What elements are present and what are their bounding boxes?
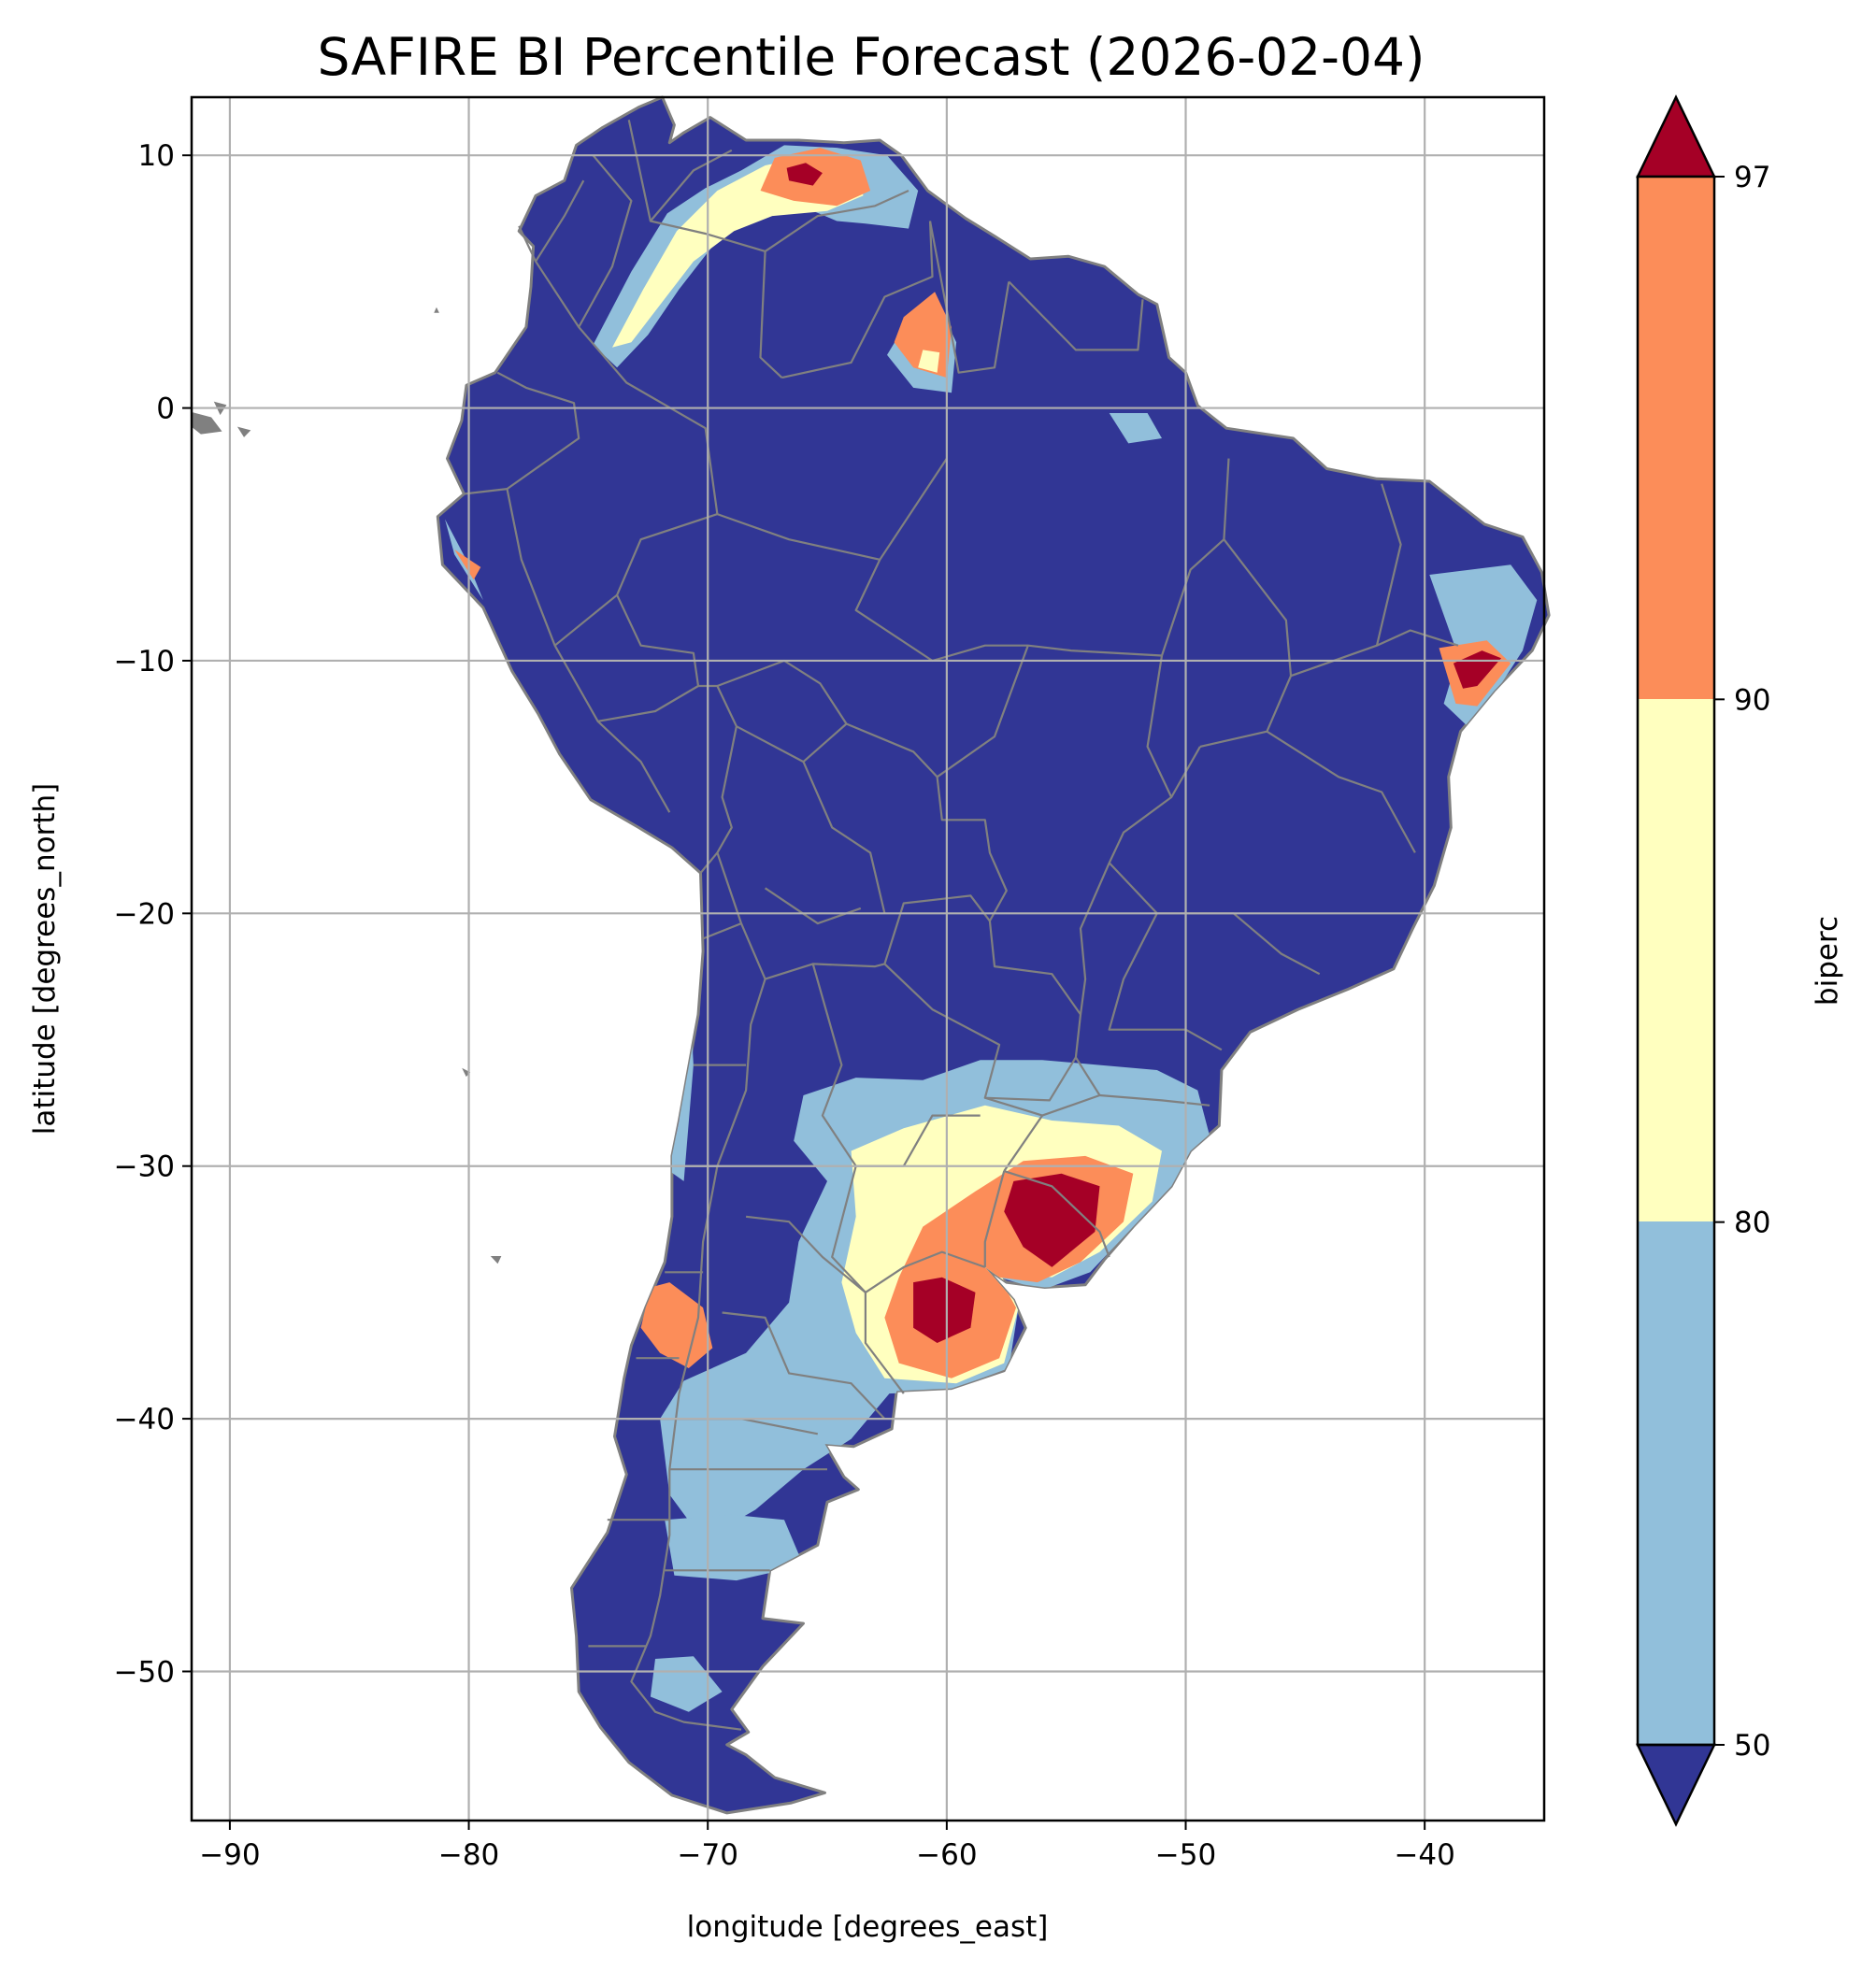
percentile-patch [650,1656,723,1712]
y-ticks: 10 0 −10 −20 −30 −40 −50 [114,139,192,1689]
admin-border [831,1165,986,1294]
colorbar-tick-label: 80 [1734,1207,1770,1240]
percentile-patch [612,155,864,348]
colorbar-band-80-90 [1638,699,1714,1221]
colorbar-band-50-80 [1638,1221,1714,1745]
admin-border [736,725,886,914]
admin-border [578,154,633,328]
admin-border [854,457,1163,663]
x-tick-label: −60 [916,1838,977,1872]
admin-border [802,722,848,763]
admin-border [1160,458,1230,656]
admin-border [650,149,733,222]
admin-border [1003,1114,1044,1172]
admin-border [464,371,580,495]
y-axis-label: latitude [degrees_north] [28,783,62,1135]
admin-border [722,1311,886,1420]
y-tick-label: −50 [114,1655,175,1689]
map-axes: −90 −80 −70 −60 −50 −40 10 0 −10 −20 −30 −40 −50 lo… [28,95,1551,1944]
colorbar: 50 80 90 97 biperc [1636,94,1844,1827]
colorbar-tick-label: 97 [1734,161,1770,194]
x-tick-label: −90 [199,1838,260,1872]
x-ticks: −90 −80 −70 −60 −50 −40 [199,1821,1455,1872]
x-tick-label: −50 [1155,1838,1216,1872]
admin-border [745,1215,905,1394]
map-frame [190,95,1546,1822]
admin-border [1108,746,1321,976]
admin-border [1266,730,1416,853]
percentile-patch [665,1514,804,1581]
admin-border [764,189,909,252]
admin-border [1099,1093,1210,1107]
admin-border [883,921,1082,1102]
admin-border [781,221,934,379]
admin-border [1146,655,1173,798]
gridlines [192,97,1544,1821]
colorbar-extend-bottom [1636,1743,1716,1827]
admin-border [553,593,618,647]
admin-border [984,1056,1101,1117]
y-tick-label: −40 [114,1403,175,1436]
y-tick-label: 10 [138,139,175,173]
admin-border [1079,862,1110,1015]
x-tick-label: −80 [438,1838,499,1872]
y-tick-label: −20 [114,897,175,931]
admin-border [1008,280,1144,351]
y-tick-label: −30 [114,1150,175,1184]
y-tick-label: −10 [114,645,175,678]
island [462,1067,471,1078]
percentile-patch [1004,1173,1100,1267]
admin-border [717,513,881,561]
admin-border [1003,1170,1110,1258]
admin-border [702,922,742,940]
colorbar-label: biperc [1811,916,1844,1006]
admin-border [1108,912,1223,1051]
percentile-patch [640,1282,713,1368]
y-tick-label: 0 [156,393,175,426]
colorbar-extend-top [1636,94,1716,179]
admin-border [1375,483,1402,646]
colorbar-tick-label: 90 [1734,683,1770,717]
admin-border [928,221,1010,374]
island [490,1256,502,1264]
admin-border [506,488,671,813]
colorbar-tick-label: 50 [1734,1729,1770,1763]
admin-border [936,645,1029,778]
admin-border [716,852,991,980]
percentile-patch [786,163,823,186]
island [236,426,251,437]
colorbar-band-90-97 [1638,177,1714,699]
admin-borders [464,120,1459,1731]
admin-border [983,1170,1006,1267]
colorbar-ticks: 50 80 90 97 [1714,161,1770,1763]
island [434,307,439,313]
percentile-patch [1109,413,1162,444]
admin-border [535,179,585,263]
admin-border [597,685,699,722]
percentile-patch [454,550,481,580]
map-title: SAFIRE BI Percentile Forecast (2026-02-0… [318,27,1425,87]
colorbar-frame [1636,175,1716,1747]
x-tick-label: −40 [1394,1838,1454,1872]
x-tick-label: −70 [678,1838,738,1872]
percentile-patch [913,1277,976,1343]
x-axis-label: longitude [degrees_east] [687,1910,1049,1944]
percentile-patch [918,350,940,373]
admin-border [627,120,783,378]
